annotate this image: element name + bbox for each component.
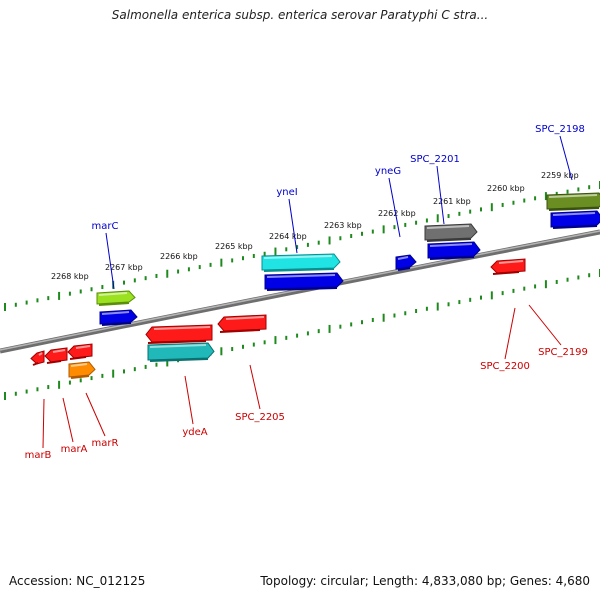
- topology-stats-text: Topology: circular; Length: 4,833,080 bp…: [260, 574, 590, 588]
- label-marB[interactable]: marB: [25, 450, 52, 461]
- label-SPC_2199[interactable]: SPC_2199: [538, 347, 588, 358]
- label-SPC_2198[interactable]: SPC_2198: [535, 124, 585, 135]
- gene-ydeA-copy[interactable]: [147, 342, 215, 362]
- label-SPC_2205[interactable]: SPC_2205: [235, 412, 285, 423]
- label-marC-leader: [105, 232, 115, 290]
- kbp-scale-label: 2259 kbp: [541, 171, 579, 180]
- label-SPC_2201-leader: [436, 165, 445, 225]
- gene-ydeA[interactable]: [145, 324, 213, 344]
- kbp-scale-label: 2260 kbp: [487, 184, 525, 193]
- label-SPC_2201[interactable]: SPC_2201: [410, 154, 460, 165]
- gene-marR[interactable]: [67, 343, 93, 360]
- label-yneG[interactable]: yneG: [375, 166, 401, 177]
- gene-SPC_2200[interactable]: [490, 258, 526, 275]
- kbp-scale-label: 2265 kbp: [215, 242, 253, 251]
- gene-marA[interactable]: [44, 347, 68, 364]
- chromosome-backbone: [0, 229, 600, 354]
- gene-SPC_2198[interactable]: [550, 210, 600, 229]
- map-title: Salmonella enterica subsp. enterica sero…: [111, 8, 489, 22]
- gene-SPC_2198-copy[interactable]: [546, 192, 600, 211]
- kbp-scale-label: 2266 kbp: [160, 252, 198, 261]
- gene-SPC_2201-copy[interactable]: [424, 223, 478, 242]
- gene-marB[interactable]: [30, 350, 45, 366]
- gene-marC-copy[interactable]: [96, 290, 136, 306]
- gene-SPC_2205[interactable]: [217, 314, 267, 333]
- kbp-scale-label: 2267 kbp: [105, 263, 143, 272]
- kbp-scale-label: 2262 kbp: [378, 209, 416, 218]
- label-SPC_2205-leader: [249, 364, 261, 410]
- label-marA[interactable]: marA: [61, 444, 88, 455]
- gene-yneG[interactable]: [395, 254, 417, 271]
- label-marC[interactable]: marC: [92, 221, 119, 232]
- label-SPC_2200[interactable]: SPC_2200: [480, 361, 530, 372]
- gene-yneI-copy[interactable]: [261, 253, 341, 272]
- gene-marC[interactable]: [99, 309, 138, 326]
- label-yneI[interactable]: yneI: [276, 187, 297, 198]
- label-yneI-leader: [288, 198, 298, 254]
- label-SPC_2199-leader: [528, 304, 562, 346]
- accession-text: Accession: NC_012125: [9, 574, 146, 588]
- kbp-scale-label: 2263 kbp: [324, 221, 362, 230]
- label-ydeA[interactable]: ydeA: [182, 427, 207, 438]
- label-marR-leader: [85, 392, 106, 437]
- label-SPC_2198-leader: [559, 135, 573, 181]
- label-SPC_2200-leader: [504, 307, 516, 360]
- gene-SPC_2201[interactable]: [427, 241, 481, 260]
- kbp-scale-label: 2261 kbp: [433, 197, 471, 206]
- label-yneG-leader: [388, 177, 401, 238]
- label-marA-leader: [62, 397, 74, 443]
- kbp-scale-label: 2268 kbp: [51, 272, 89, 281]
- kbp-scale-label: 2264 kbp: [269, 232, 307, 241]
- label-ydeA-leader: [184, 375, 194, 425]
- gene-yneI[interactable]: [264, 272, 344, 291]
- gene-marR-copy[interactable]: [68, 361, 96, 379]
- label-marR[interactable]: marR: [92, 438, 119, 449]
- label-marB-leader: [42, 398, 45, 449]
